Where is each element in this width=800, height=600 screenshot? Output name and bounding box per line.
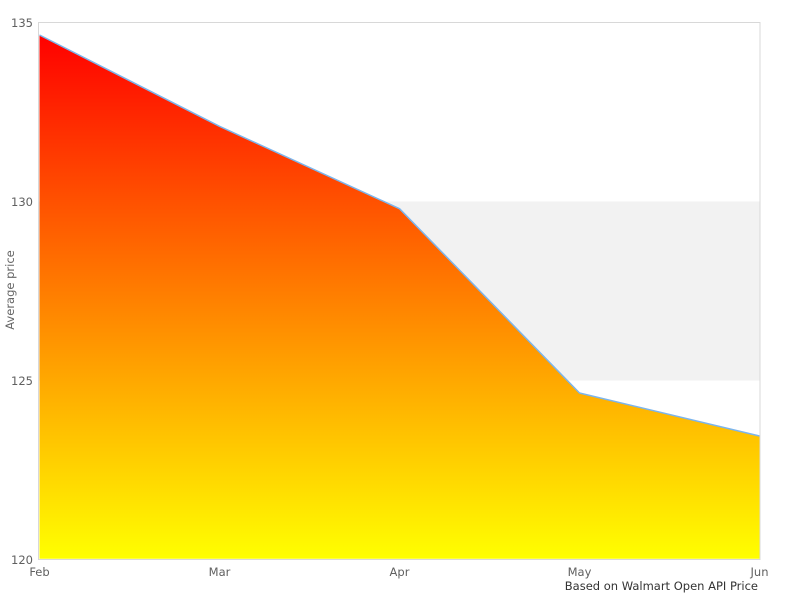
y-tick-120: 120 bbox=[11, 552, 33, 567]
chart-caption: Based on Walmart Open API Price bbox=[564, 579, 758, 593]
area-series bbox=[39, 35, 760, 559]
y-axis-title: Average price bbox=[3, 250, 17, 330]
x-tick-feb: Feb bbox=[29, 565, 50, 579]
x-tick-may: May bbox=[567, 565, 592, 579]
x-tick-apr: Apr bbox=[389, 565, 410, 579]
y-tick-125: 125 bbox=[11, 373, 33, 388]
x-tick-mar: Mar bbox=[208, 565, 231, 579]
y-tick-130: 130 bbox=[11, 194, 33, 209]
plot-border bbox=[38, 22, 761, 560]
y-tick-135: 135 bbox=[11, 15, 33, 30]
x-tick-jun: Jun bbox=[750, 565, 769, 579]
line-series bbox=[39, 34, 760, 437]
